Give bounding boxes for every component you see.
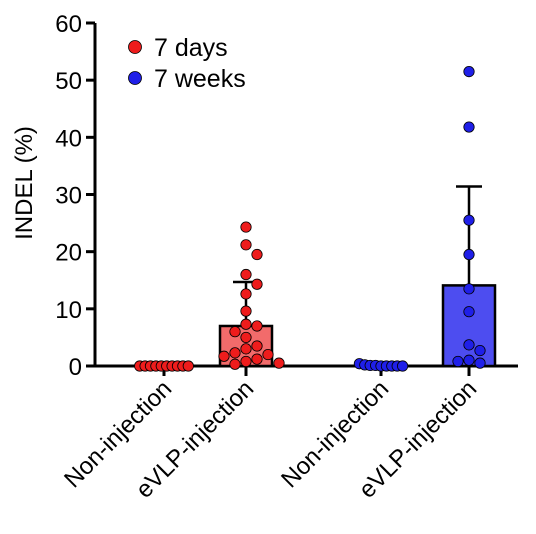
data-point xyxy=(251,278,263,290)
data-point xyxy=(240,355,252,368)
data-point xyxy=(463,339,475,351)
data-point xyxy=(240,331,252,344)
y-tick-label: 30 xyxy=(55,183,82,210)
data-point xyxy=(474,344,486,357)
data-point xyxy=(218,350,230,362)
data-point xyxy=(463,248,475,261)
y-tick-label: 40 xyxy=(55,125,82,152)
data-point xyxy=(251,248,263,261)
data-point xyxy=(463,283,475,295)
data-point xyxy=(262,348,274,361)
y-tick-label: 50 xyxy=(55,68,82,95)
y-axis-label: INDEL (%) xyxy=(11,126,38,240)
data-point xyxy=(229,326,241,338)
data-point xyxy=(273,357,285,369)
data-point xyxy=(240,239,252,251)
data-point xyxy=(182,360,194,372)
data-point xyxy=(251,353,263,365)
data-point xyxy=(474,357,486,369)
data-point xyxy=(463,65,475,78)
data-point xyxy=(251,340,263,352)
y-tick-label: 20 xyxy=(55,240,82,267)
data-point xyxy=(463,214,475,226)
legend-marker xyxy=(128,40,142,54)
data-point xyxy=(251,320,263,332)
data-point xyxy=(396,360,409,372)
data-point xyxy=(229,358,241,370)
axes: 0102030405060Non-injectioneVLP-injection… xyxy=(55,11,518,504)
data-point xyxy=(229,347,241,359)
data-point xyxy=(240,305,252,317)
bars xyxy=(138,185,497,368)
data-point xyxy=(463,121,475,133)
data-point xyxy=(463,354,475,366)
y-tick-label: 10 xyxy=(55,297,82,324)
data-point xyxy=(463,306,475,318)
legend-label: 7 weeks xyxy=(154,65,246,93)
y-tick-label: 0 xyxy=(69,354,82,381)
data-point xyxy=(240,288,252,300)
data-point xyxy=(452,355,464,368)
data-point xyxy=(240,318,252,330)
legend-marker xyxy=(128,71,142,85)
legend: 7 days 7 weeks xyxy=(128,34,246,93)
data-point xyxy=(240,343,252,355)
data-point xyxy=(240,268,252,281)
data-point xyxy=(240,221,252,233)
data-points xyxy=(134,65,486,372)
bar xyxy=(441,284,497,368)
y-tick-label: 60 xyxy=(55,11,82,38)
legend-label: 7 days xyxy=(154,34,228,62)
